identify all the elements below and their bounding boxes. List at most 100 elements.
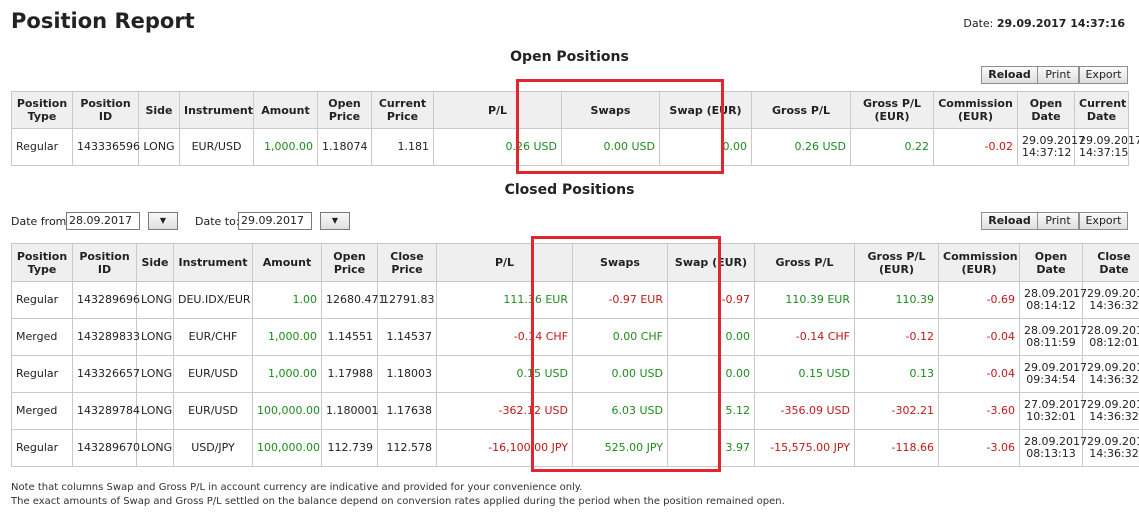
table-row: Merged 143289784 LONG EUR/USD 100,000.00 1.18… [11, 392, 1139, 430]
cell-swaps: 525.00 JPY [572, 429, 668, 467]
open-date: 29.09.2017 [1024, 361, 1087, 374]
cell-commission-eur: -3.60 [938, 392, 1020, 430]
cell-close-price: 1.14537 [377, 318, 437, 356]
cell-id: 143289670 [72, 429, 140, 467]
date-from-input[interactable]: 28.09.2017 [66, 212, 140, 230]
col-open-price: Open Price [317, 91, 372, 129]
col-swaps: Swaps [572, 243, 668, 282]
open-reload-button[interactable]: Reload [981, 66, 1038, 84]
close-date: 29.09.2017 [1087, 287, 1139, 300]
date-to-label: Date to: [195, 215, 240, 228]
close-date: 28.09.2017 [1087, 324, 1139, 337]
table-row: Regular 143336596 LONG EUR/USD 1,000.00 … [11, 128, 1139, 166]
open-time: 14:37:12 [1022, 146, 1072, 159]
open-positions-title: Open Positions [510, 49, 629, 65]
cell-open-price: 1.18074 [317, 128, 372, 166]
col-amount: Amount [253, 91, 318, 129]
date-to-input[interactable]: 29.09.2017 [238, 212, 312, 230]
open-date: 27.09.2017 [1024, 398, 1087, 411]
cell-gross-pl: -15,575.00 JPY [754, 429, 855, 467]
cell-pl: -0.14 CHF [436, 318, 573, 356]
current-time: 14:37:15 [1079, 146, 1129, 159]
cell-close-price: 12791.83 [377, 281, 437, 319]
cell-gross-pl-eur: 0.22 [850, 128, 934, 166]
date-from-label: Date from: [11, 215, 71, 228]
chevron-down-icon: ▼ [159, 216, 167, 225]
cell-swap-eur: 3.97 [667, 429, 755, 467]
closed-positions-title: Closed Positions [504, 182, 635, 198]
date-value: 29.09.2017 14:37:16 [996, 17, 1125, 30]
date-to-dropdown[interactable]: ▼ [320, 212, 350, 230]
cell-gross-pl: -356.09 USD [754, 392, 855, 430]
cell-type: Regular [11, 128, 73, 166]
date-label: Date: [963, 17, 994, 30]
col-gross-pl-eur: Gross P/L (EUR) [854, 243, 939, 282]
cell-swaps: 0.00 CHF [572, 318, 668, 356]
close-date: 29.09.2017 [1087, 435, 1139, 448]
cell-amount: 1,000.00 [252, 318, 322, 356]
cell-commission-eur: -0.69 [938, 281, 1020, 319]
cell-commission-eur: -0.04 [938, 355, 1020, 393]
cell-instrument: EUR/CHF [173, 318, 253, 356]
cell-gross-pl-eur: -302.21 [854, 392, 939, 430]
open-export-button[interactable]: Export [1079, 66, 1128, 84]
close-time: 14:36:32 [1089, 373, 1139, 386]
cell-open-price: 112.739 [321, 429, 378, 467]
cell-instrument: EUR/USD [173, 355, 253, 393]
open-print-button[interactable]: Print [1037, 66, 1079, 84]
open-time: 08:11:59 [1026, 336, 1076, 349]
open-positions-table: Position Type Position ID Side Instrumen… [11, 91, 1139, 166]
cell-type: Merged [11, 392, 73, 430]
cell-commission-eur: -3.06 [938, 429, 1020, 467]
cell-id: 143289833 [72, 318, 140, 356]
cell-side: LONG [136, 392, 174, 430]
col-commission-eur: Commission (EUR) [933, 91, 1018, 129]
cell-side: LONG [136, 281, 174, 319]
cell-open-price: 1.14551 [321, 318, 378, 356]
closed-print-button[interactable]: Print [1037, 212, 1079, 230]
cell-pl: -16,100.00 JPY [436, 429, 573, 467]
cell-current-price: 1.181 [371, 128, 434, 166]
col-gross-pl: Gross P/L [751, 91, 851, 129]
open-date: 29.09.2017 [1022, 134, 1085, 147]
cell-open-date: 28.09.2017 08:11:59 [1019, 318, 1087, 356]
open-time: 08:13:13 [1026, 447, 1076, 460]
cell-open-date: 29.09.2017 14:37:12 [1017, 128, 1085, 166]
cell-commission-eur: -0.02 [933, 128, 1018, 166]
open-time: 09:34:54 [1026, 373, 1076, 386]
cell-type: Regular [11, 281, 73, 319]
date-from-dropdown[interactable]: ▼ [148, 212, 178, 230]
table-row: Merged 143289833 LONG EUR/CHF 1,000.00 1.1455… [11, 318, 1139, 356]
col-open-price: Open Price [321, 243, 378, 282]
cell-type: Regular [11, 355, 73, 393]
cell-type: Regular [11, 429, 73, 467]
closed-reload-button[interactable]: Reload [981, 212, 1038, 230]
col-swap-eur: Swap (EUR) [667, 243, 755, 282]
col-close-date: Close Date [1082, 243, 1139, 282]
cell-gross-pl-eur: 0.13 [854, 355, 939, 393]
closed-export-button[interactable]: Export [1079, 212, 1128, 230]
cell-side: LONG [136, 429, 174, 467]
open-time: 08:14:12 [1026, 299, 1076, 312]
col-close-price: Close Price [377, 243, 437, 282]
cell-amount: 1,000.00 [252, 355, 322, 393]
cell-side: LONG [136, 318, 174, 356]
cell-open-date: 28.09.2017 08:13:13 [1019, 429, 1087, 467]
col-current-date: Current Date [1074, 91, 1129, 129]
cell-gross-pl: 0.26 USD [751, 128, 851, 166]
cell-gross-pl-eur: -118.66 [854, 429, 939, 467]
col-commission-eur: Commission (EUR) [938, 243, 1020, 282]
cell-pl: 111.36 EUR [436, 281, 573, 319]
open-date: 28.09.2017 [1024, 324, 1087, 337]
col-position-id: Position ID [72, 91, 139, 129]
cell-amount: 100,000.00 [252, 392, 322, 430]
col-position-type: Position Type [11, 91, 73, 129]
cell-instrument: EUR/USD [173, 392, 253, 430]
close-time: 14:36:32 [1089, 447, 1139, 460]
note-line-2: The exact amounts of Swap and Gross P/L … [11, 496, 785, 507]
open-header-row: Position Type Position ID Side Instrumen… [11, 91, 1129, 129]
cell-open-price: 1.17988 [321, 355, 378, 393]
open-date: 28.09.2017 [1024, 287, 1087, 300]
